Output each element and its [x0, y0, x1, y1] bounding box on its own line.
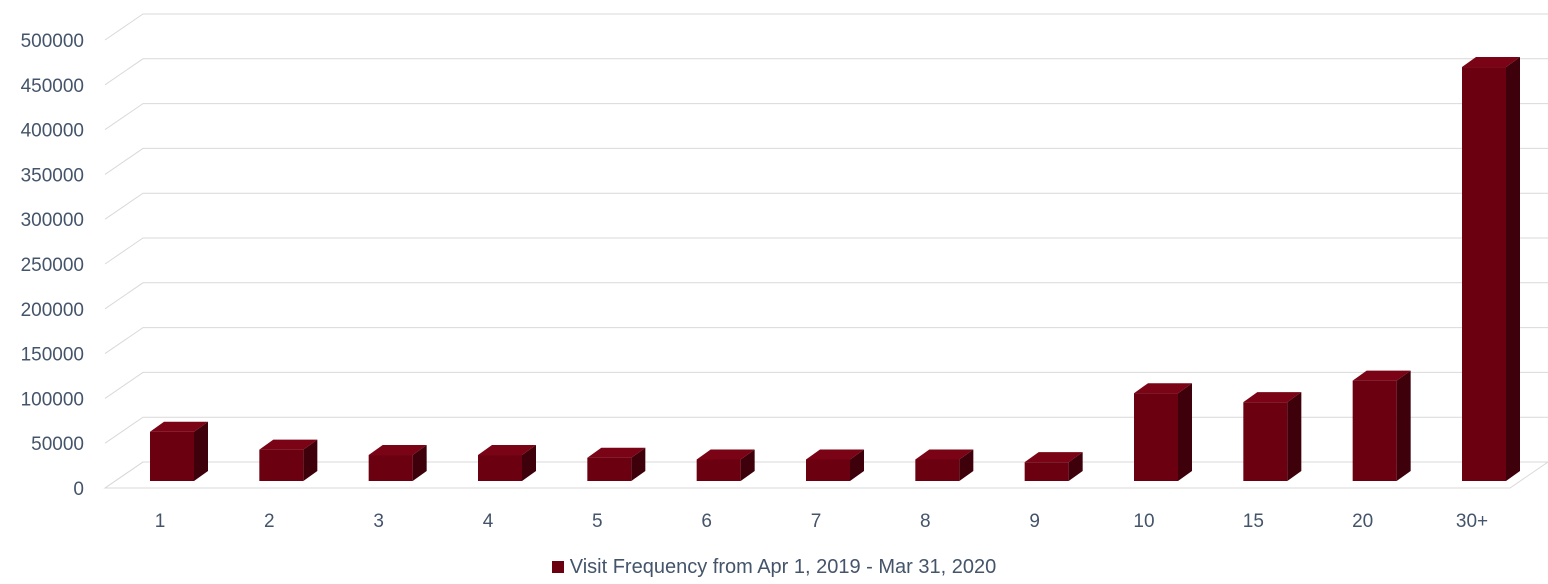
- x-tick-label: 3: [373, 511, 384, 532]
- bar-top: [478, 445, 536, 456]
- bar: [806, 459, 850, 481]
- bar-side: [412, 445, 427, 481]
- bar: [915, 459, 960, 481]
- bar: [150, 431, 194, 481]
- bar-top: [1024, 452, 1083, 463]
- bar: [259, 449, 304, 481]
- bar: [1352, 380, 1397, 481]
- y-tick-label: 100000: [21, 389, 84, 410]
- bar: [696, 459, 741, 481]
- y-tick-label: 0: [73, 479, 84, 500]
- gridline: [104, 103, 1548, 131]
- x-tick-label: 4: [483, 511, 494, 532]
- y-tick-label: 200000: [21, 300, 84, 321]
- x-tick-label: 8: [920, 511, 931, 532]
- x-tick-label: 6: [701, 511, 712, 532]
- gridline: [104, 237, 1548, 265]
- gridline: [104, 147, 1548, 175]
- bar: [1462, 67, 1506, 481]
- bar-top: [1462, 57, 1520, 68]
- gridline: [104, 192, 1548, 220]
- gridline: [104, 58, 1548, 86]
- bar-top: [259, 439, 318, 450]
- bar: [587, 457, 632, 481]
- y-tick-label: 150000: [21, 345, 84, 366]
- bar-side: [522, 445, 536, 481]
- legend-swatch: [551, 561, 564, 573]
- bar-side: [303, 439, 318, 481]
- bar-side: [1068, 452, 1083, 481]
- bar-side: [740, 449, 755, 481]
- bar-side: [631, 447, 646, 481]
- x-tick-label: 1: [155, 511, 166, 532]
- y-tick-label: 300000: [21, 210, 84, 231]
- bar: [478, 455, 522, 481]
- bar-top: [1243, 392, 1302, 403]
- gridline: [104, 13, 1548, 41]
- bar: [1134, 393, 1178, 481]
- bar-top: [1134, 383, 1192, 394]
- bar-side: [194, 421, 208, 481]
- bar-top: [1352, 370, 1411, 381]
- bar-top: [150, 421, 208, 432]
- bar-side: [1287, 392, 1302, 481]
- y-tick-label: 400000: [21, 121, 84, 142]
- bar-top: [806, 449, 864, 460]
- bar-side: [850, 449, 864, 481]
- bar: [1243, 402, 1288, 481]
- bar-top: [587, 447, 646, 458]
- legend: Visit Frequency from Apr 1, 2019 - Mar 3…: [0, 556, 1548, 579]
- bar-side: [959, 449, 974, 481]
- gridline: [104, 327, 1548, 355]
- bar-top: [368, 445, 427, 456]
- x-tick-label: 20: [1352, 511, 1373, 532]
- x-tick-label: 15: [1243, 511, 1264, 532]
- x-tick-label: 5: [592, 511, 603, 532]
- x-tick-label: 2: [264, 511, 275, 532]
- bar-side: [1506, 57, 1520, 481]
- y-tick-label: 250000: [21, 255, 84, 276]
- y-tick-label: 450000: [21, 76, 84, 97]
- bar-top: [915, 449, 974, 460]
- y-tick-label: 50000: [31, 434, 84, 455]
- legend-label: Visit Frequency from Apr 1, 2019 - Mar 3…: [569, 556, 997, 578]
- gridline: [104, 371, 1548, 399]
- gridline: [104, 416, 1548, 444]
- bar: [368, 455, 413, 481]
- y-tick-label: 350000: [21, 165, 84, 186]
- x-tick-label: 7: [811, 511, 822, 532]
- bar-side: [1178, 383, 1192, 481]
- bar-side: [1396, 370, 1411, 481]
- x-tick-label: 9: [1029, 511, 1040, 532]
- bar: [1024, 462, 1069, 481]
- y-tick-label: 500000: [21, 31, 84, 52]
- bar-top: [696, 449, 755, 460]
- gridline: [104, 282, 1548, 310]
- x-tick-label: 30+: [1456, 511, 1488, 532]
- x-tick-label: 10: [1133, 511, 1154, 532]
